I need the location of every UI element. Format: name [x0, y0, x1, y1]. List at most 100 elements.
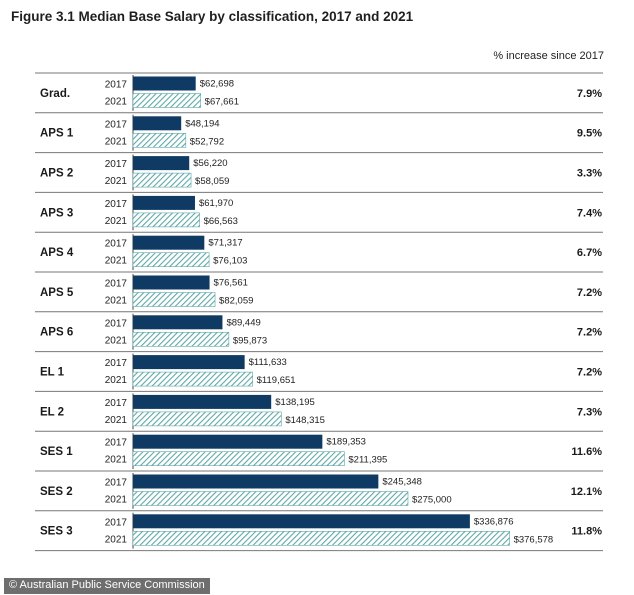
- year-label-2017: 2017: [105, 119, 128, 130]
- value-label-2021: $52,792: [190, 136, 224, 147]
- value-label-2017: $111,633: [249, 357, 287, 368]
- pct-increase-value: 11.6%: [571, 446, 602, 458]
- year-label-2017: 2017: [105, 318, 128, 329]
- value-label-2021: $275,000: [412, 495, 452, 506]
- pct-increase-value: 7.2%: [577, 367, 602, 379]
- year-label-2021: 2021: [105, 256, 128, 267]
- bar-2017: [133, 434, 323, 449]
- value-label-2021: $119,651: [257, 375, 296, 386]
- bar-2017: [133, 275, 210, 290]
- year-label-2021: 2021: [105, 495, 128, 506]
- category-label: EL 2: [40, 406, 64, 418]
- bar-2017: [133, 116, 182, 131]
- year-label-2021: 2021: [105, 335, 128, 346]
- value-label-2021: $148,315: [285, 415, 325, 426]
- bar-2017: [133, 156, 190, 171]
- pct-increase-value: 6.7%: [577, 247, 602, 259]
- bar-2021: [132, 331, 230, 347]
- value-label-2017: $56,220: [193, 158, 227, 169]
- value-label-2021: $82,059: [219, 296, 253, 307]
- category-label: Grad.: [40, 88, 70, 100]
- pct-increase-value: 12.1%: [571, 486, 602, 498]
- year-label-2017: 2017: [105, 199, 128, 210]
- year-label-2017: 2017: [105, 239, 128, 250]
- value-label-2017: $48,194: [185, 118, 219, 129]
- value-label-2021: $95,873: [233, 335, 267, 346]
- category-label: EL 1: [40, 367, 65, 379]
- category-label: APS 6: [40, 327, 73, 339]
- bar-2021: [132, 371, 253, 387]
- bar-2017: [133, 76, 196, 91]
- bar-2017: [133, 195, 195, 210]
- source-credit: © Australian Public Service Commission: [4, 578, 210, 594]
- value-label-2021: $376,578: [514, 534, 554, 545]
- pct-increase-value: 7.2%: [577, 287, 602, 299]
- bar-2021: [132, 530, 510, 546]
- value-label-2017: $189,353: [326, 437, 366, 448]
- value-label-2017: $138,195: [275, 397, 315, 408]
- value-label-2021: $58,059: [195, 176, 229, 187]
- year-label-2021: 2021: [105, 216, 128, 227]
- pct-increase-value: 7.3%: [577, 406, 602, 418]
- category-label: SES 2: [40, 486, 73, 498]
- category-label: APS 4: [40, 247, 74, 259]
- category-label: APS 3: [40, 207, 73, 219]
- year-label-2021: 2021: [105, 97, 128, 108]
- year-label-2017: 2017: [105, 438, 128, 449]
- year-label-2021: 2021: [105, 455, 128, 466]
- value-label-2017: $336,876: [474, 516, 514, 527]
- bar-2021: [132, 411, 282, 427]
- value-label-2021: $67,661: [205, 97, 239, 108]
- bar-2017: [133, 315, 223, 330]
- year-label-2017: 2017: [105, 517, 128, 528]
- pct-increase-value: 3.3%: [577, 168, 602, 180]
- bar-2021: [132, 93, 201, 108]
- pct-increase-value: 9.5%: [577, 128, 602, 140]
- bar-2021: [132, 172, 192, 188]
- year-label-2021: 2021: [105, 375, 128, 386]
- year-label-2021: 2021: [105, 176, 128, 187]
- year-label-2021: 2021: [105, 415, 128, 426]
- year-label-2021: 2021: [105, 136, 128, 147]
- category-label: APS 5: [40, 287, 74, 299]
- year-label-2017: 2017: [105, 80, 128, 91]
- bar-2017: [133, 514, 470, 529]
- value-label-2017: $71,317: [208, 238, 242, 249]
- bar-2017: [133, 355, 245, 370]
- pct-increase-value: 11.8%: [571, 526, 602, 538]
- bar-2021: [132, 451, 345, 467]
- year-label-2017: 2017: [105, 279, 128, 290]
- pct-increase-value: 7.9%: [577, 88, 602, 100]
- pct-increase-value: 7.4%: [577, 207, 602, 219]
- value-label-2017: $62,698: [200, 79, 234, 90]
- bar-2021: [132, 491, 409, 506]
- value-label-2017: $61,970: [199, 198, 233, 209]
- year-label-2017: 2017: [105, 398, 128, 409]
- pct-increase-header: % increase since 2017: [493, 50, 604, 62]
- bar-2021: [132, 292, 216, 307]
- category-label: APS 2: [40, 168, 73, 180]
- value-label-2017: $245,348: [382, 477, 422, 488]
- bar-2021: [132, 133, 187, 148]
- category-label: SES 3: [40, 526, 73, 538]
- year-label-2017: 2017: [105, 358, 128, 369]
- value-label-2017: $76,561: [214, 278, 248, 289]
- bar-2021: [132, 252, 210, 267]
- salary-bar-chart: Grad. 2017 2021 $62,698 $67,661 7.9% APS 1 2017…: [35, 72, 603, 552]
- bar-2017: [133, 474, 379, 489]
- year-label-2017: 2017: [105, 159, 128, 170]
- pct-increase-value: 7.2%: [577, 327, 602, 339]
- bar-2021: [132, 212, 200, 228]
- value-label-2017: $89,449: [226, 317, 260, 328]
- value-label-2021: $66,563: [204, 216, 238, 227]
- chart-title: Figure 3.1 Median Base Salary by classif…: [11, 9, 414, 24]
- bar-2017: [133, 235, 205, 250]
- year-label-2021: 2021: [105, 534, 128, 545]
- year-label-2021: 2021: [105, 296, 128, 307]
- value-label-2021: $211,395: [348, 455, 387, 466]
- value-label-2021: $76,103: [213, 256, 247, 267]
- year-label-2017: 2017: [105, 478, 128, 489]
- category-label: APS 1: [40, 128, 74, 140]
- bar-2017: [133, 394, 272, 409]
- category-label: SES 1: [40, 446, 73, 458]
